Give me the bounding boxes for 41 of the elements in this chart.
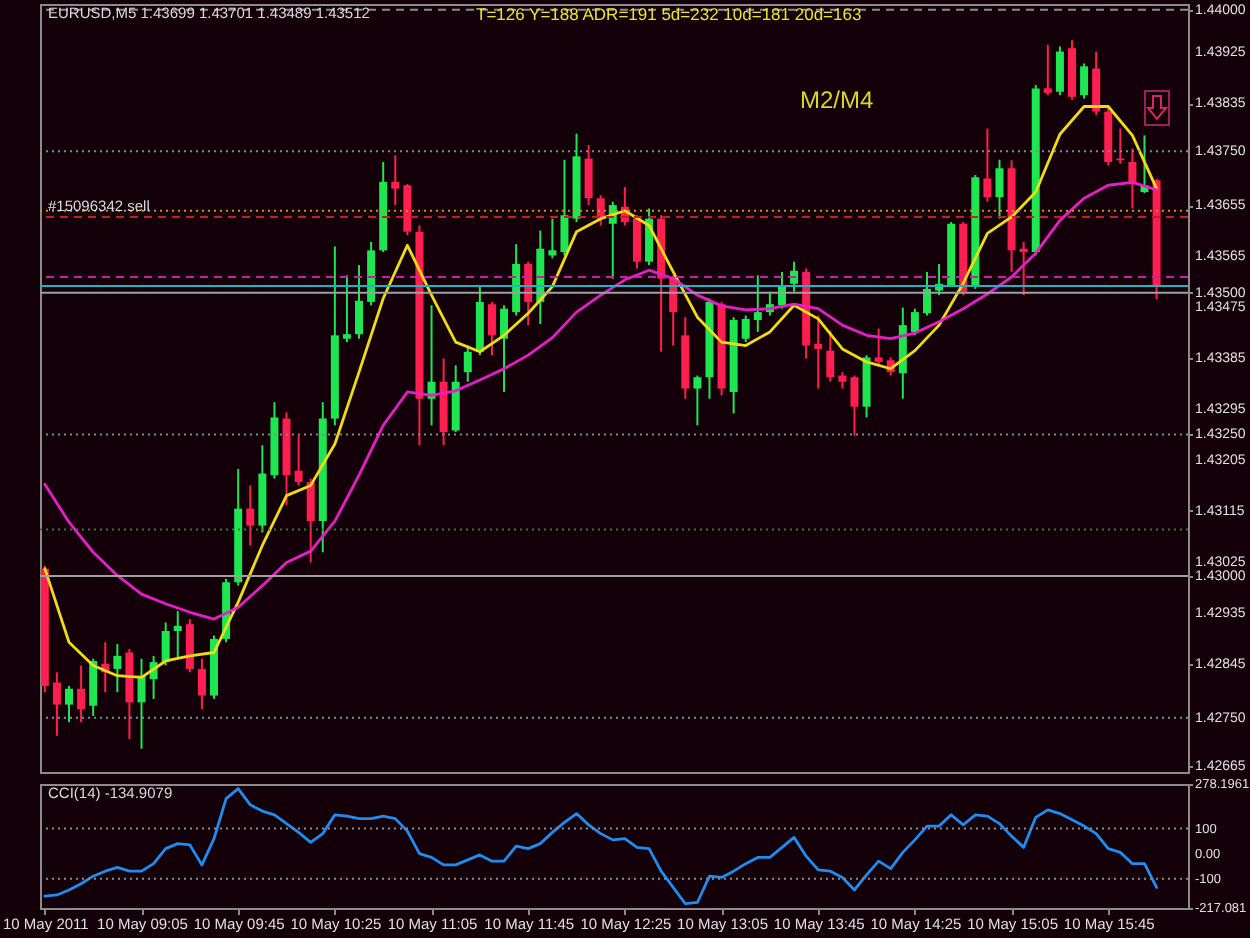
candlestick	[463, 344, 472, 383]
candlestick	[910, 307, 919, 337]
line-series	[43, 787, 1158, 906]
candlestick	[850, 374, 859, 437]
candlestick	[1043, 43, 1052, 97]
candlestick	[52, 671, 61, 737]
candlestick	[77, 664, 86, 724]
candlestick	[185, 618, 194, 674]
candlestick	[197, 657, 206, 711]
candlestick	[65, 684, 73, 724]
candlestick	[1080, 62, 1089, 100]
candlestick	[560, 158, 569, 257]
candlestick	[995, 158, 1004, 220]
candlestick	[814, 314, 823, 390]
candlestick	[161, 621, 170, 667]
candlestick	[342, 274, 351, 344]
candlestick	[294, 434, 303, 487]
candlestick	[89, 657, 98, 717]
candlestick	[1055, 45, 1064, 97]
candlestick	[584, 144, 593, 207]
candlestick	[922, 270, 931, 317]
candlestick	[487, 300, 496, 357]
candlestick	[403, 183, 412, 237]
annotation: M2/M4	[800, 86, 874, 114]
candlestick	[113, 643, 122, 694]
candlestick	[246, 484, 255, 547]
candlestick	[137, 657, 146, 750]
candlestick	[741, 314, 750, 344]
candlestick	[632, 214, 641, 270]
candlestick	[874, 327, 883, 367]
candlestick	[548, 217, 557, 260]
candlestick	[753, 274, 762, 333]
candlestick	[983, 127, 992, 203]
candlestick	[173, 610, 182, 660]
candlestick	[306, 477, 315, 564]
annotation: T=126 Y=188 ADR=191 5d=232 10d=181 20d=163	[476, 4, 862, 24]
candlestick	[391, 154, 400, 207]
candlestick	[355, 264, 364, 340]
candlestick	[826, 329, 835, 383]
candlestick	[693, 374, 702, 427]
candlestick	[1092, 50, 1101, 117]
